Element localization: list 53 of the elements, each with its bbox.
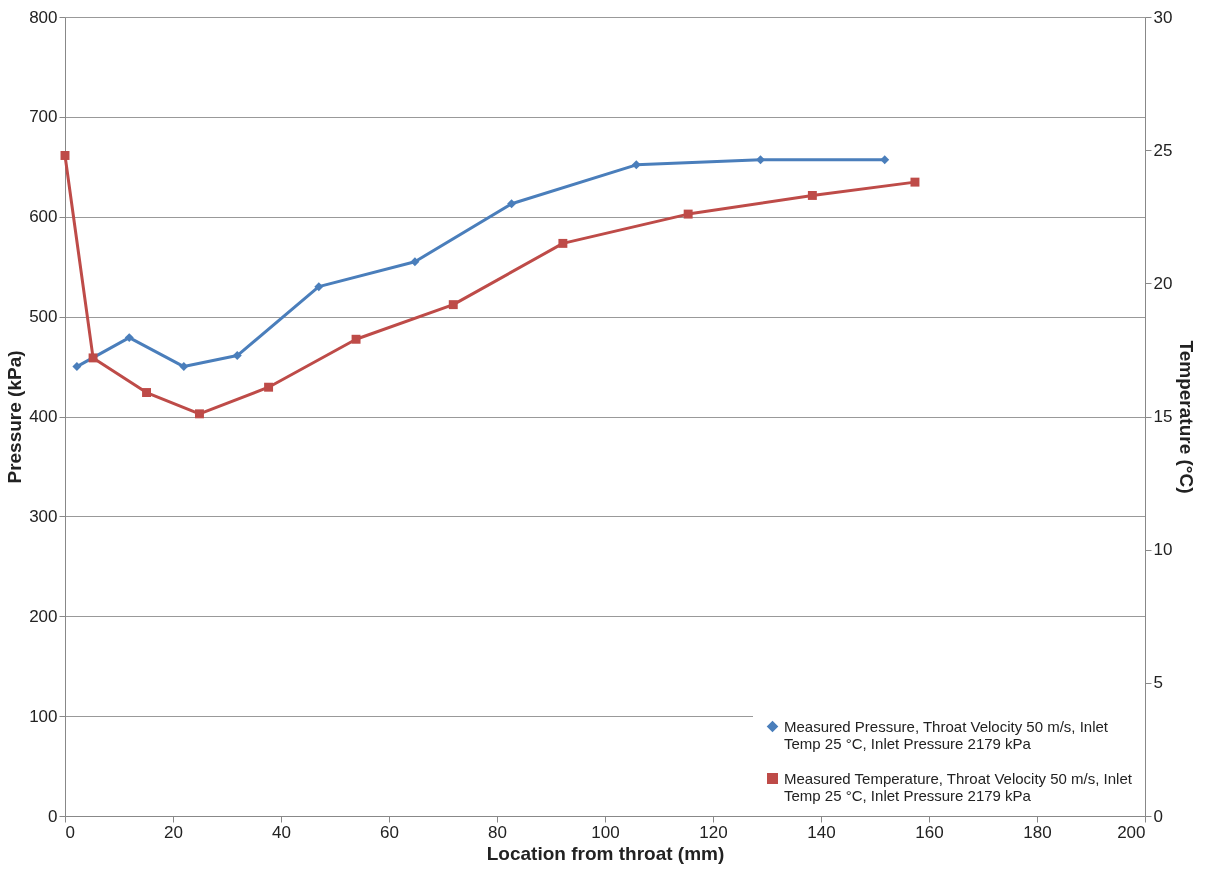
point <box>910 177 920 187</box>
point <box>88 353 98 363</box>
point <box>683 209 693 219</box>
point <box>351 334 361 344</box>
point <box>558 238 568 248</box>
point <box>142 388 152 397</box>
point <box>232 351 242 361</box>
x-tick-label: 160 <box>915 822 944 842</box>
y-tick-label: 800 <box>29 7 58 27</box>
point <box>448 300 458 310</box>
y-axis-title: Pressure (kPa) <box>4 350 26 484</box>
x-tick-label: 100 <box>591 822 620 842</box>
y-tick-label: 600 <box>29 207 58 227</box>
point <box>807 190 817 200</box>
y-tick-label: 500 <box>29 307 58 327</box>
y2-tick-label: 30 <box>1153 7 1173 27</box>
x-tick-label: 40 <box>272 822 291 842</box>
x-axis-title: Location from throat (mm) <box>486 842 725 864</box>
x-tick-label: 20 <box>164 822 183 842</box>
point <box>264 382 274 392</box>
x-tick-label: 180 <box>1023 822 1052 842</box>
point <box>124 333 134 343</box>
y2-tick-label: 25 <box>1153 140 1173 160</box>
y-tick-label: 400 <box>29 407 58 426</box>
y2-axis-title: Temperature (°C) <box>1176 340 1198 494</box>
y-tick-label: 200 <box>29 606 58 626</box>
y-tick-label: 100 <box>29 706 58 726</box>
point <box>194 409 204 419</box>
y2-tick-label: 15 <box>1153 407 1173 426</box>
point <box>60 151 70 160</box>
legend-label: Measured Temperature, Throat Velocity 50 m/s, Inlet Temp 25 °C, Inlet Pressure 2179 kPa <box>784 769 1133 804</box>
y2-tick-label: 20 <box>1153 273 1173 293</box>
y2-tick-label: 10 <box>1153 540 1173 560</box>
y-tick-label: 0 <box>48 806 58 826</box>
y2-tick-label: 5 <box>1153 673 1163 693</box>
x-tick-label: 60 <box>380 822 399 842</box>
legend-label: Measured Pressure, Throat Velocity 50 m/s, Inlet Temp 25 °C, Inlet Pressure 2179 kPa <box>784 717 1109 752</box>
point <box>179 362 189 372</box>
x-tick-label: 0 <box>65 822 75 842</box>
point <box>880 155 890 165</box>
y-tick-label: 300 <box>29 506 58 526</box>
x-tick-label: 120 <box>699 822 728 842</box>
y2-tick-label: 0 <box>1153 806 1163 826</box>
y-tick-label: 700 <box>29 107 58 127</box>
x-tick-label: 140 <box>807 822 836 842</box>
point <box>756 155 765 165</box>
point <box>631 160 641 170</box>
x-tick-label: 80 <box>488 822 507 842</box>
point <box>410 257 420 267</box>
x-tick-label: 200 <box>1117 822 1146 842</box>
point <box>314 282 324 292</box>
point <box>507 199 517 209</box>
point <box>72 362 82 372</box>
